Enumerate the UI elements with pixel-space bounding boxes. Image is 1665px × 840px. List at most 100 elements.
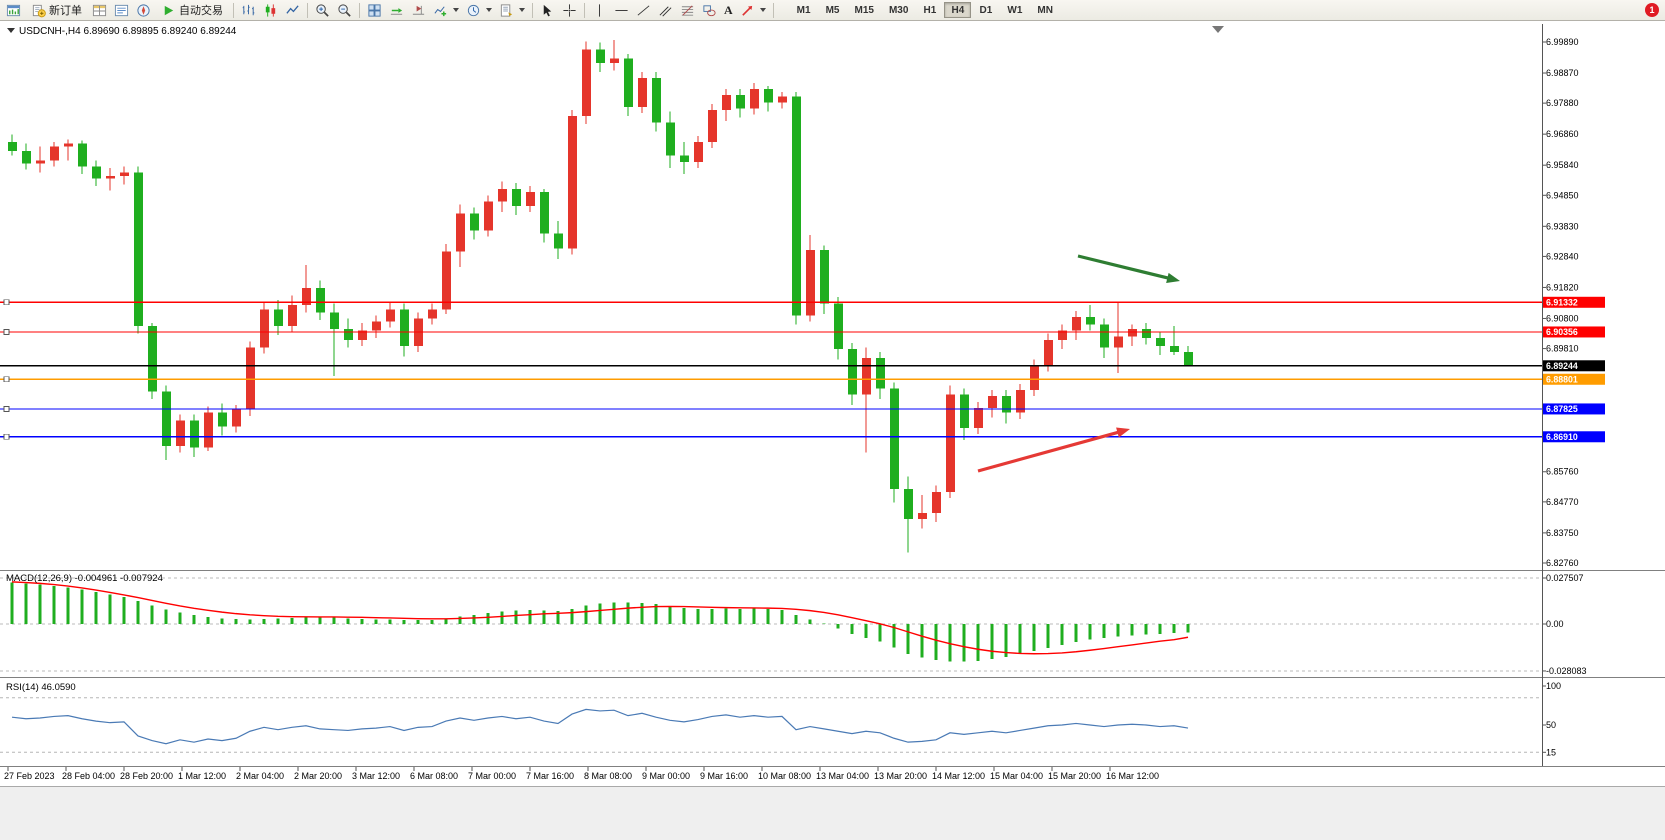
arrow-tools-button[interactable] xyxy=(737,1,769,19)
horizontal-lines[interactable] xyxy=(0,299,1542,440)
text-button[interactable]: A xyxy=(721,1,736,19)
new-chart-button[interactable] xyxy=(3,1,24,19)
vertical-line-button[interactable] xyxy=(589,1,610,19)
price-axis-label: 6.94850 xyxy=(1546,190,1579,200)
cursor-icon xyxy=(543,4,552,16)
candle-body xyxy=(428,309,437,319)
auto-trading-button[interactable]: 自动交易 xyxy=(155,1,229,19)
timeframe-button-w1[interactable]: W1 xyxy=(1000,2,1029,18)
candle-body xyxy=(526,192,535,206)
red-up-arrow[interactable] xyxy=(977,427,1130,473)
templates-button[interactable] xyxy=(496,1,528,19)
rsi-label: RSI(14) 46.0590 xyxy=(6,682,76,693)
time-axis-label: 13 Mar 04:00 xyxy=(816,771,869,781)
candle-body xyxy=(1170,345,1179,352)
price-badge-label: 6.89244 xyxy=(1546,361,1578,371)
trendline-button[interactable] xyxy=(633,1,654,19)
green-down-arrow[interactable] xyxy=(1077,254,1180,283)
text-tool-icon: A xyxy=(724,2,733,17)
candle-body xyxy=(778,96,787,103)
timeframe-button-m30[interactable]: M30 xyxy=(882,2,915,18)
line-handle[interactable] xyxy=(3,406,10,412)
candle-body xyxy=(792,96,801,316)
chart-shift-button[interactable] xyxy=(408,1,429,19)
line-chart-button[interactable] xyxy=(282,1,303,19)
time-axis-label: 6 Mar 08:00 xyxy=(410,771,458,781)
price-badge-label: 6.91332 xyxy=(1546,297,1578,307)
candle-body xyxy=(820,250,829,304)
macd-signal-line xyxy=(11,581,1189,655)
auto-trading-play-icon xyxy=(164,5,174,15)
chart-title: USDCNH-,H4 6.89690 6.89895 6.89240 6.892… xyxy=(19,26,237,37)
market-watch-button[interactable] xyxy=(89,1,110,19)
line-handle[interactable] xyxy=(3,433,10,440)
fibonacci-button[interactable] xyxy=(677,1,698,19)
periods-button[interactable] xyxy=(463,1,495,19)
candle-body xyxy=(1002,396,1011,413)
market-watch-icon xyxy=(92,4,107,16)
zoom-in-button[interactable] xyxy=(312,1,333,19)
data-window-button[interactable] xyxy=(111,1,132,19)
new-order-button[interactable]: 新订单 xyxy=(25,1,88,19)
line-handle[interactable] xyxy=(3,376,10,383)
timeframe-button-m15[interactable]: M15 xyxy=(847,2,880,18)
candle-body xyxy=(974,408,983,428)
price-badge-label: 6.90356 xyxy=(1546,327,1578,337)
horizontal-line-button[interactable] xyxy=(611,1,632,19)
tile-windows-button[interactable] xyxy=(364,1,385,19)
crosshair-button[interactable] xyxy=(559,1,580,19)
price-axis-label: 6.95840 xyxy=(1546,160,1579,170)
toolbar-separator xyxy=(532,2,533,18)
bar-chart-button[interactable] xyxy=(238,1,259,19)
notification-badge[interactable]: 1 xyxy=(1645,3,1659,17)
timeframe-button-mn[interactable]: MN xyxy=(1030,2,1060,18)
timeframe-button-d1[interactable]: D1 xyxy=(972,2,999,18)
candle-body xyxy=(386,309,395,322)
candle-body xyxy=(862,358,871,395)
line-handle[interactable] xyxy=(3,329,10,335)
line-chart-icon xyxy=(286,4,299,14)
candle-body xyxy=(344,329,353,340)
rsi-line xyxy=(11,708,1189,745)
shapes-button[interactable] xyxy=(699,1,720,19)
candle-body xyxy=(568,116,577,249)
price-axis-label: 6.89810 xyxy=(1546,344,1579,354)
timeframe-button-h1[interactable]: H1 xyxy=(916,2,943,18)
price-axis-label: 6.93830 xyxy=(1546,221,1579,231)
macd-axis-label: 0.027507 xyxy=(1546,573,1584,583)
line-handle[interactable] xyxy=(3,299,10,306)
navigator-button[interactable] xyxy=(133,1,154,19)
timeframe-button-m1[interactable]: M1 xyxy=(790,2,818,18)
candle-body xyxy=(372,321,381,331)
candle-body xyxy=(400,309,409,346)
time-axis-label: 2 Mar 20:00 xyxy=(294,771,342,781)
candle-body xyxy=(246,347,255,410)
time-axis-label: 15 Mar 20:00 xyxy=(1048,771,1101,781)
candle-body xyxy=(876,358,885,389)
price-axis: 6.99890 6.98870 6.97880 6.96860 6.95840 6.948… xyxy=(1542,37,1605,568)
chart-shift-marker[interactable] xyxy=(1212,26,1224,33)
timeframe-button-h4[interactable]: H4 xyxy=(944,2,972,18)
symbol-dropdown-icon[interactable] xyxy=(7,28,15,33)
candle-body xyxy=(638,78,647,108)
price-axis-label: 6.97880 xyxy=(1546,98,1579,108)
candle-body xyxy=(722,94,731,111)
indicators-button[interactable] xyxy=(430,1,462,19)
candle-body xyxy=(134,172,143,327)
arrow-shape-icon xyxy=(741,5,752,16)
auto-scroll-button[interactable] xyxy=(386,1,407,19)
chart-area[interactable]: 6.99890 6.98870 6.97880 6.96860 6.95840 6.948… xyxy=(0,21,1665,840)
candle-body xyxy=(988,396,997,409)
toolbar-separator xyxy=(233,2,234,18)
candle-body xyxy=(498,189,507,202)
trendline-icon xyxy=(637,4,650,16)
zoom-out-button[interactable] xyxy=(334,1,355,19)
channel-button[interactable] xyxy=(655,1,676,19)
candlestick-chart-button[interactable] xyxy=(260,1,281,19)
price-chart[interactable]: 6.99890 6.98870 6.97880 6.96860 6.95840 6.948… xyxy=(0,21,1665,840)
time-axis-label: 1 Mar 12:00 xyxy=(178,771,226,781)
timeframe-button-m5[interactable]: M5 xyxy=(819,2,847,18)
candle-body xyxy=(610,58,619,63)
cursor-button[interactable] xyxy=(537,1,558,19)
